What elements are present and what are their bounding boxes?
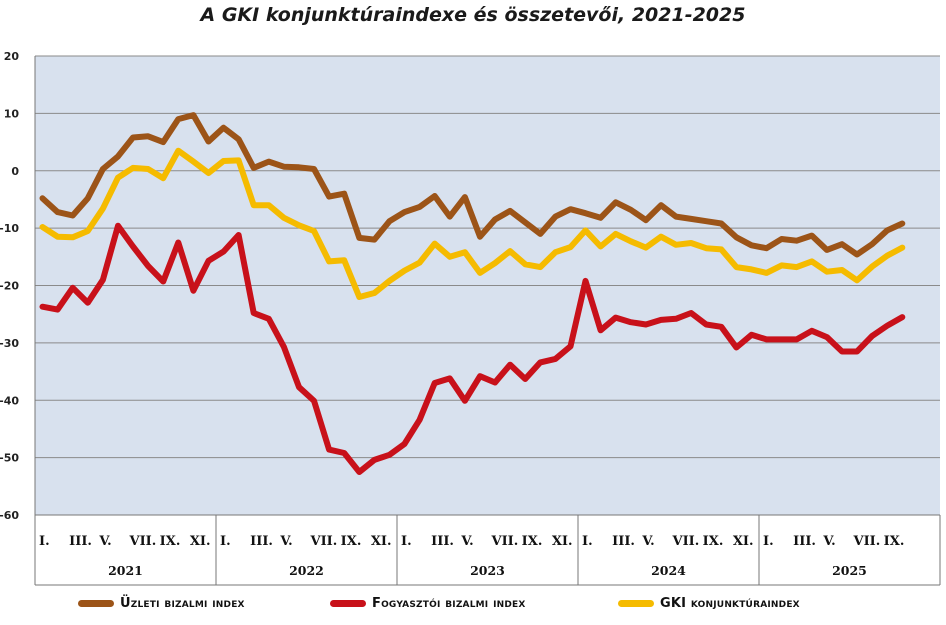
legend-item-uzleti: Üzleti bizalmi index	[78, 596, 245, 611]
legend-label-gki: GKI konjunktúraindex	[660, 596, 800, 611]
y-tick-label: 20	[4, 50, 20, 63]
x-tick-label: XI.	[190, 534, 211, 549]
x-tick-label: XI.	[733, 534, 754, 549]
x-tick-label: VII.	[129, 534, 157, 549]
x-tick-label: VII.	[310, 534, 338, 549]
x-tick-label: IX.	[522, 534, 543, 549]
legend-swatch-fogyasztoi	[330, 600, 366, 607]
x-tick-label: VII.	[672, 534, 700, 549]
x-tick-label: I.	[582, 534, 593, 549]
x-tick-label: VII.	[853, 534, 881, 549]
x-tick-label: V.	[279, 534, 292, 549]
year-label: 2021	[108, 563, 143, 578]
series-line-0	[39, 112, 906, 258]
y-tick-label: -10	[0, 222, 19, 235]
y-tick-label: 10	[4, 107, 20, 120]
x-tick-label: V.	[822, 534, 835, 549]
x-tick-label: I.	[763, 534, 774, 549]
year-label: 2024	[651, 563, 686, 578]
x-tick-label: XI.	[552, 534, 573, 549]
y-tick-label: -30	[0, 337, 19, 350]
x-tick-label: I.	[401, 534, 412, 549]
legend-item-fogyasztoi: Fogyasztói bizalmi index	[330, 596, 526, 611]
year-label: 2025	[832, 563, 867, 578]
y-tick-label: -20	[0, 280, 19, 293]
x-tick-label: IX.	[160, 534, 181, 549]
x-tick-label: VII.	[491, 534, 519, 549]
legend-swatch-gki	[618, 600, 654, 607]
x-tick-label: III.	[612, 534, 635, 549]
x-tick-label: III.	[250, 534, 273, 549]
series-line-1	[39, 222, 906, 475]
y-tick-label: 0	[11, 165, 19, 178]
legend-item-gki: GKI konjunktúraindex	[618, 596, 800, 611]
x-tick-label: III.	[431, 534, 454, 549]
year-label: 2022	[289, 563, 324, 578]
y-tick-label: -50	[0, 452, 19, 465]
legend-label-uzleti: Üzleti bizalmi index	[120, 596, 245, 611]
x-tick-label: IX.	[884, 534, 905, 549]
y-tick-label: -60	[0, 509, 19, 522]
legend-label-fogyasztoi: Fogyasztói bizalmi index	[372, 596, 526, 611]
chart-legend: Üzleti bizalmi index Fogyasztói bizalmi …	[0, 596, 946, 620]
x-tick-label: III.	[793, 534, 816, 549]
y-tick-label: -40	[0, 394, 19, 407]
x-tick-label: III.	[69, 534, 92, 549]
x-tick-label: I.	[220, 534, 231, 549]
chart-title: A GKI konjunktúraindexe és összetevői, 2…	[200, 4, 746, 26]
x-tick-label: XI.	[371, 534, 392, 549]
series-line-2	[39, 147, 906, 300]
x-tick-label: I.	[39, 534, 50, 549]
legend-swatch-uzleti	[78, 600, 114, 607]
x-tick-label: V.	[98, 534, 111, 549]
year-label: 2023	[470, 563, 505, 578]
x-tick-label: V.	[641, 534, 654, 549]
x-tick-label: IX.	[703, 534, 724, 549]
x-tick-label: IX.	[341, 534, 362, 549]
x-tick-label: V.	[460, 534, 473, 549]
